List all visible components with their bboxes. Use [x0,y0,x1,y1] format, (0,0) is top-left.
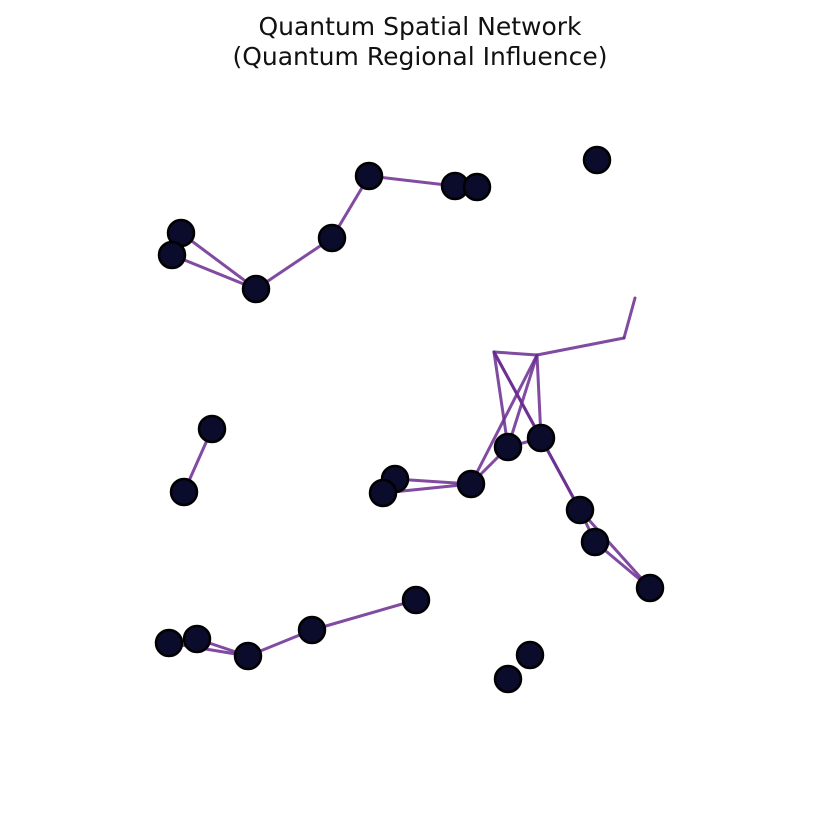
node-n8 [317,223,347,253]
edge-n1-n2 [367,174,457,188]
title-line-2: (Quantum Regional Influence) [232,42,608,71]
node-n22 [182,624,212,654]
edge-h1-n14 [492,350,510,449]
node-n21 [233,641,263,671]
edge-h2-n14 [506,353,539,449]
node-n20 [297,615,327,645]
node-n15 [526,423,556,453]
edge-n7-n6 [170,253,258,291]
node-n25 [493,664,523,694]
edge-h1-h2 [492,350,539,357]
node-n1 [354,161,384,191]
node-n17 [580,527,610,557]
node-n6 [157,240,187,270]
node-n12 [368,478,398,508]
edge-h3-h4 [622,296,637,340]
node-n18 [635,573,665,603]
node-n24 [515,640,545,670]
edge-n19-n20 [310,598,418,632]
edge-n16-n18 [578,508,652,590]
node-n4 [582,145,612,175]
node-n13 [456,469,486,499]
node-n16 [565,495,595,525]
edges-layer [167,174,652,658]
node-n7 [241,274,271,304]
node-n3 [462,172,492,202]
node-n14 [493,432,523,462]
node-n10 [169,477,199,507]
chart-title: Quantum Spatial Network (Quantum Regiona… [0,12,840,72]
node-n19 [401,585,431,615]
node-n23 [154,628,184,658]
edge-h2-h3 [535,336,626,357]
edge-n8-n7 [254,236,334,291]
title-line-1: Quantum Spatial Network [258,12,582,41]
nodes-layer [154,145,665,694]
edge-n7-n5 [179,231,258,291]
node-n9 [197,414,227,444]
